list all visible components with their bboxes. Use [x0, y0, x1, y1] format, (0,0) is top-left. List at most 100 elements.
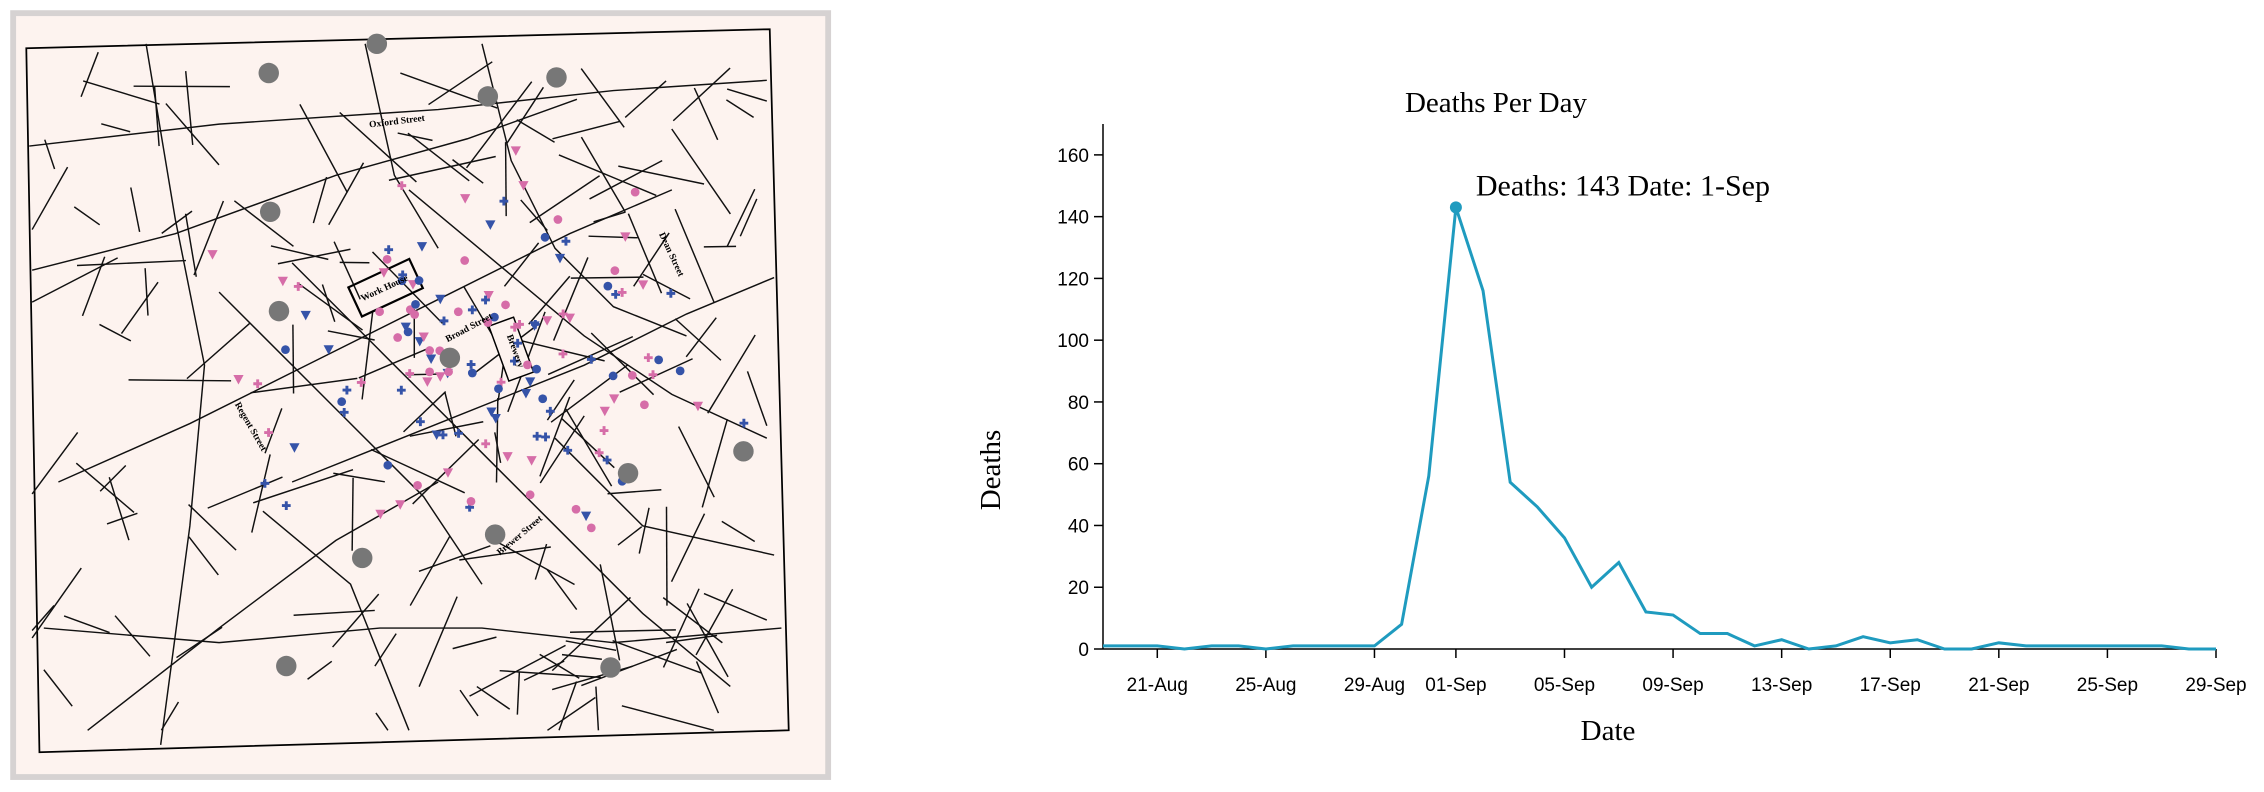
street [145, 43, 206, 746]
street [358, 348, 428, 379]
death-marker [490, 312, 499, 322]
street [80, 51, 99, 98]
street [703, 592, 768, 621]
death-marker [526, 456, 537, 466]
street [114, 615, 151, 657]
death-marker [416, 417, 425, 427]
street [186, 322, 251, 380]
death-marker [643, 353, 653, 363]
death-marker [611, 290, 621, 299]
street [546, 379, 575, 421]
street [193, 200, 225, 276]
death-marker [396, 385, 406, 395]
street [31, 98, 578, 271]
death-marker [260, 478, 270, 488]
death-marker [518, 181, 529, 191]
street [459, 546, 551, 561]
street [624, 80, 667, 118]
street [546, 569, 578, 610]
y-tick-label: 140 [1057, 208, 1089, 229]
street [188, 504, 237, 551]
x-axis-label: Date [1581, 715, 1636, 747]
street [291, 276, 775, 483]
street [599, 564, 621, 661]
street [520, 199, 548, 232]
death-marker [692, 401, 704, 412]
death-marker [502, 452, 513, 462]
death-marker [499, 196, 509, 206]
pump [477, 86, 499, 107]
street [58, 189, 673, 483]
death-marker [414, 276, 424, 285]
street [418, 596, 458, 687]
brewery-box [487, 316, 535, 382]
death-marker [553, 215, 563, 224]
street [558, 681, 578, 731]
street [332, 593, 380, 648]
street [459, 689, 479, 717]
street [321, 284, 336, 323]
street [31, 567, 82, 639]
street [523, 660, 565, 681]
death-marker [339, 407, 349, 417]
street [469, 644, 566, 697]
death-marker [405, 369, 415, 378]
y-tick-label: 160 [1057, 146, 1089, 167]
street [364, 43, 439, 249]
street [746, 371, 768, 427]
x-tick-label: 25-Aug [1235, 675, 1296, 696]
street [739, 198, 758, 237]
street [695, 661, 720, 714]
street [516, 119, 555, 143]
street [721, 520, 756, 543]
y-tick-label: 0 [1078, 640, 1089, 661]
death-marker [542, 316, 553, 326]
death-marker [281, 345, 290, 355]
annotation: Deaths: 143 Date: 1-Sep [1476, 169, 1770, 202]
death-marker [675, 366, 685, 376]
pumps [258, 33, 754, 678]
death-marker [515, 319, 524, 329]
street [375, 712, 389, 731]
death-marker [490, 413, 501, 424]
street [397, 132, 433, 142]
street [504, 142, 507, 217]
street [73, 206, 101, 226]
line [1103, 206, 2216, 651]
death-marker [435, 294, 446, 305]
death-marker [564, 313, 575, 324]
death-marker [586, 523, 596, 533]
street [99, 464, 127, 492]
street [534, 543, 548, 580]
death-marker [483, 291, 494, 301]
death-marker [466, 360, 476, 369]
street [595, 686, 600, 731]
street [670, 513, 706, 583]
street [662, 588, 700, 668]
y-tick-label: 120 [1057, 269, 1089, 290]
street [333, 241, 361, 300]
street [101, 123, 131, 133]
death-marker [485, 220, 496, 230]
death-marker [337, 397, 347, 407]
death-marker [558, 349, 568, 359]
death-marker [599, 406, 610, 417]
streets [29, 43, 782, 746]
death-marker [654, 355, 664, 365]
street [361, 310, 374, 400]
street [251, 454, 271, 533]
street [409, 535, 451, 606]
death-marker [481, 439, 491, 449]
street [621, 705, 714, 732]
x-tick-label: 25-Sep [2077, 675, 2138, 696]
pump [733, 441, 754, 462]
death-marker [545, 406, 555, 416]
death-marker [627, 370, 637, 380]
street [686, 603, 729, 678]
street [207, 476, 283, 509]
street [264, 408, 283, 454]
street [120, 281, 159, 334]
death-marker [375, 509, 386, 520]
death-marker [608, 394, 620, 404]
deaths [207, 146, 749, 533]
